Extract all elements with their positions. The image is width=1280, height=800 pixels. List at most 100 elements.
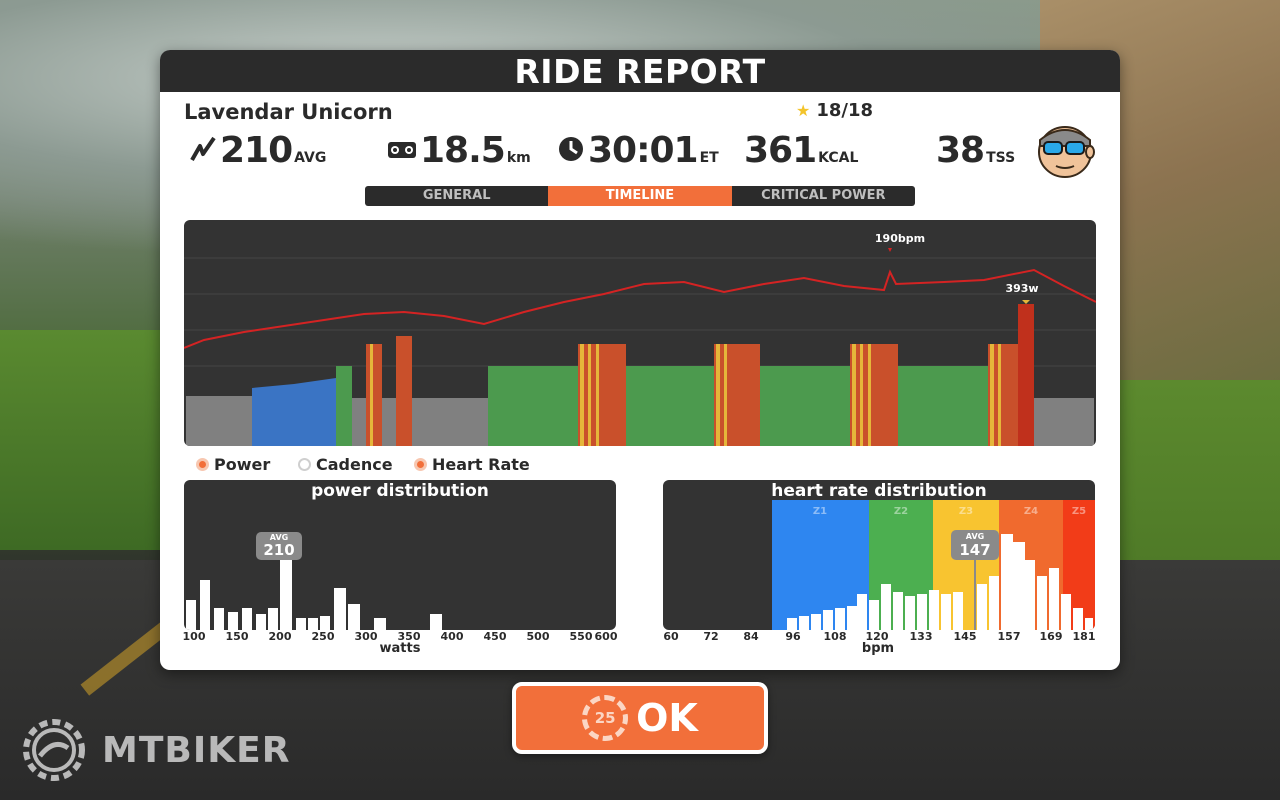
legend-cadence[interactable]: Cadence [298, 455, 393, 474]
power-block [382, 398, 396, 446]
power-block [412, 398, 488, 446]
tick-label: 72 [703, 630, 719, 643]
distance-unit: km [506, 150, 531, 166]
star-icon: ★ [796, 101, 811, 120]
power-histogram [186, 560, 442, 630]
tick-label: 450 [483, 630, 507, 643]
stat-distance: 18.5 km [388, 130, 531, 171]
hr-avg-value: 147 [959, 541, 990, 559]
avatar [1032, 118, 1098, 178]
tick-label: 350 [397, 630, 421, 643]
tick-label: 250 [311, 630, 335, 643]
power-block [252, 378, 336, 446]
histogram-bar [847, 606, 857, 630]
power-block [724, 344, 727, 446]
histogram-bar [374, 618, 386, 630]
tss-value: 38 [936, 130, 985, 171]
power-block [990, 344, 994, 446]
timeline-chart: 190bpm 393w [184, 220, 1096, 446]
hr-zone-label: Z1 [813, 506, 827, 517]
legend-power-label: Power [214, 455, 271, 474]
stat-time: 30:01 ET [558, 130, 719, 171]
histogram-bar [857, 594, 867, 630]
power-block [626, 366, 714, 446]
legend-cadence-dot [298, 458, 311, 471]
power-avg-badge [256, 532, 302, 560]
legend-heart-rate-dot [414, 458, 427, 471]
power-block [852, 344, 856, 446]
heart-rate-line [184, 268, 1096, 349]
histogram-bar [869, 600, 879, 630]
tick-label: 96 [785, 630, 801, 643]
power-avg-label: AVG [270, 533, 288, 542]
tick-label: 300 [354, 630, 378, 643]
tick-label: 108 [823, 630, 847, 643]
stars-value: 18/18 [816, 100, 874, 121]
power-block [366, 344, 382, 446]
histogram-bar [268, 608, 278, 630]
power-unit: AVG [294, 150, 327, 166]
bike-icon [388, 138, 416, 169]
histogram-bar [308, 618, 318, 630]
power-block [352, 398, 366, 446]
hr-histogram [787, 534, 1093, 630]
histogram-bar [823, 610, 833, 630]
histogram-bar [1049, 568, 1059, 630]
histogram-bar [320, 616, 330, 630]
legend-power[interactable]: Power [196, 455, 270, 474]
tick-label: 150 [225, 630, 249, 643]
power-block [850, 344, 898, 446]
power-block [488, 366, 578, 446]
histogram-bar [1061, 594, 1071, 630]
calories-value: 361 [744, 130, 817, 171]
legend-power-dot [196, 458, 209, 471]
histogram-bar [929, 590, 939, 630]
tick-label: 100 [182, 630, 206, 643]
legend-heart-rate[interactable]: Heart Rate [414, 455, 530, 474]
calories-unit: KCAL [818, 150, 859, 166]
histogram-bar [430, 614, 442, 630]
countdown-ring-icon: 25 [582, 695, 629, 741]
ride-report-panel: RIDE REPORT Lavendar Unicorn ★ 18/18 210 … [160, 50, 1120, 670]
tick-label: 200 [268, 630, 292, 643]
stat-calories: 361 KCAL [744, 130, 858, 171]
power-block [1034, 398, 1094, 446]
tick-label: 400 [440, 630, 464, 643]
power-block [760, 366, 850, 446]
power-block [898, 366, 988, 446]
clock-icon [558, 136, 584, 169]
watermark-text: MTBIKER [102, 729, 291, 771]
tab-critical-power[interactable]: CRITICAL POWER [731, 186, 915, 206]
panel-header: RIDE REPORT [160, 50, 1120, 92]
tick-label: 60 [663, 630, 679, 643]
tick-label: 133 [909, 630, 933, 643]
page-title: RIDE REPORT [514, 52, 766, 91]
tick-label: 169 [1039, 630, 1063, 643]
gear-logo-icon [23, 719, 85, 781]
max-hr-label: 190bpm [875, 232, 925, 245]
rider-name: Lavendar Unicorn [184, 100, 393, 124]
tab-timeline[interactable]: TIMELINE [548, 186, 732, 206]
hr-avg-badge [951, 530, 999, 560]
tick-label: 550 [569, 630, 593, 643]
histogram-bar [881, 584, 891, 630]
power-block [396, 336, 412, 446]
power-block [588, 344, 591, 446]
time-unit: ET [699, 150, 719, 166]
tick-label: 157 [997, 630, 1021, 643]
ok-button[interactable]: 25 OK [512, 682, 768, 754]
histogram-bar [200, 580, 210, 630]
histogram-bar [186, 600, 196, 630]
histogram-bar [1025, 560, 1035, 630]
histogram-bar [280, 560, 292, 630]
histogram-bar [953, 592, 963, 630]
tab-general[interactable]: GENERAL [365, 186, 549, 206]
distance-value: 18.5 [420, 130, 506, 171]
ok-label: OK [636, 696, 698, 740]
power-block [596, 344, 599, 446]
histogram-bar [1001, 534, 1013, 630]
power-block [336, 366, 352, 446]
histogram-bar [905, 596, 915, 630]
stat-tss: 38 TSS [936, 130, 1015, 171]
tick-label: 145 [953, 630, 977, 643]
